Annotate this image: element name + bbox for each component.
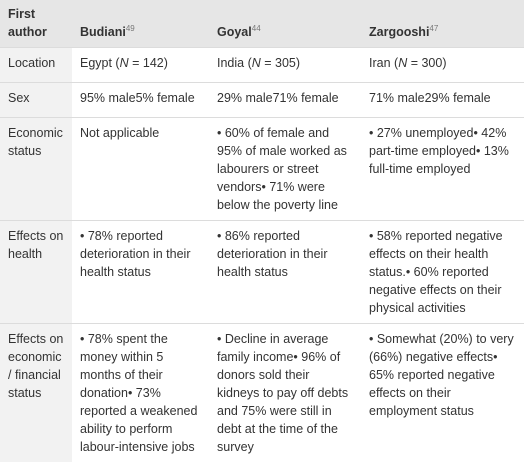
cell-budiani-financial: • 78% spent the money within 5 months of… — [72, 324, 209, 462]
cell-zargooshi-financial: • Somewhat (20%) to very (66%) negative … — [361, 324, 524, 462]
row-label: Location — [0, 48, 72, 83]
header-goyal: Goyal44 — [209, 0, 361, 48]
row-label: Economic status — [0, 118, 72, 221]
cell-zargooshi-sex: 71% male29% female — [361, 83, 524, 118]
cell-goyal-economic: • 60% of female and 95% of male worked a… — [209, 118, 361, 221]
cell-goyal-sex: 29% male71% female — [209, 83, 361, 118]
author-name: Zargooshi — [369, 25, 429, 39]
reference-link[interactable]: 44 — [252, 24, 261, 33]
cell-budiani-economic: Not applicable — [72, 118, 209, 221]
header-row: First author Budiani49 Goyal44 Zargooshi… — [0, 0, 524, 48]
cell-budiani-location: Egypt (N = 142) — [72, 48, 209, 83]
sample-size-symbol: N — [398, 56, 407, 70]
reference-link[interactable]: 49 — [126, 24, 135, 33]
cell-zargooshi-health: • 58% reported negative effects on their… — [361, 221, 524, 324]
cell-goyal-location: India (N = 305) — [209, 48, 361, 83]
row-label: Effects on economic / financial status — [0, 324, 72, 462]
author-name: Goyal — [217, 25, 252, 39]
cell-goyal-financial: • Decline in average family income• 96% … — [209, 324, 361, 462]
cell-budiani-health: • 78% reported deterioration in their he… — [72, 221, 209, 324]
author-name: Budiani — [80, 25, 126, 39]
cell-text: Egypt ( — [80, 56, 120, 70]
table-row-health: Effects on health • 78% reported deterio… — [0, 221, 524, 324]
row-label: Effects on health — [0, 221, 72, 324]
table-row-financial: Effects on economic / financial status •… — [0, 324, 524, 462]
table-row-economic-status: Economic status Not applicable • 60% of … — [0, 118, 524, 221]
header-zargooshi: Zargooshi47 — [361, 0, 524, 48]
sample-size-symbol: N — [252, 56, 261, 70]
table-row-location: Location Egypt (N = 142) India (N = 305)… — [0, 48, 524, 83]
cell-zargooshi-location: Iran (N = 300) — [361, 48, 524, 83]
reference-link[interactable]: 47 — [429, 24, 438, 33]
cell-text: = 142) — [129, 56, 168, 70]
cell-zargooshi-economic: • 27% unemployed• 42% part-time employed… — [361, 118, 524, 221]
cell-text: India ( — [217, 56, 252, 70]
header-first-author: First author — [0, 0, 72, 48]
cell-text: = 305) — [261, 56, 300, 70]
header-budiani: Budiani49 — [72, 0, 209, 48]
row-label: Sex — [0, 83, 72, 118]
cell-goyal-health: • 86% reported deterioration in their he… — [209, 221, 361, 324]
table-row-sex: Sex 95% male5% female 29% male71% female… — [0, 83, 524, 118]
cell-budiani-sex: 95% male5% female — [72, 83, 209, 118]
sample-size-symbol: N — [120, 56, 129, 70]
cell-text: = 300) — [407, 56, 446, 70]
cell-text: Iran ( — [369, 56, 398, 70]
